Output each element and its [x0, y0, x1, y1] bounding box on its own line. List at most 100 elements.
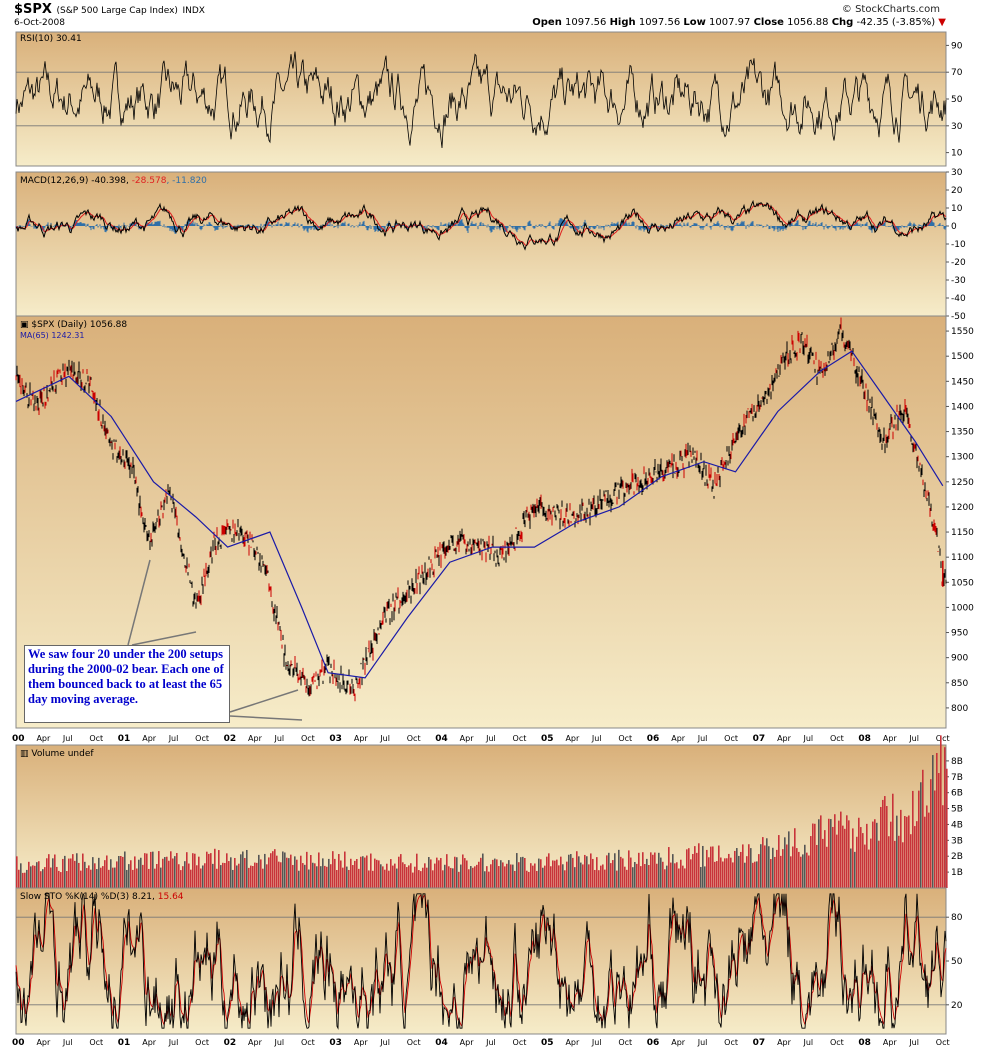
stochastic-title: Slow STO %K(14) %D(3) 8.21, 15.64: [20, 892, 184, 902]
volume-bar: [20, 863, 22, 888]
volume-bar: [312, 862, 314, 888]
volume-bar: [538, 858, 540, 888]
volume-bar: [278, 861, 280, 888]
volume-bar: [330, 864, 332, 888]
volume-bar: [856, 836, 858, 888]
macd-y-tick-label: 0: [951, 222, 957, 232]
volume-bar: [868, 849, 870, 888]
volume-bar: [446, 854, 448, 888]
exchange-label: INDX: [182, 6, 205, 16]
price-y-tick-label: 1050: [951, 578, 974, 588]
volume-bar: [68, 858, 70, 888]
volume-bar: [942, 805, 944, 888]
volume-bar: [136, 868, 138, 888]
volume-bar: [780, 855, 782, 888]
volume-bar: [642, 852, 644, 888]
volume-bar: [866, 823, 868, 888]
volume-bar: [784, 837, 786, 888]
volume-bar: [436, 857, 438, 888]
volume-bar: [222, 862, 224, 888]
volume-bar: [608, 852, 610, 888]
volume-bar: [164, 857, 166, 888]
volume-bar: [434, 863, 436, 888]
volume-tick-label: 8B: [951, 757, 963, 767]
volume-bar: [200, 868, 202, 888]
volume-bar: [122, 856, 124, 888]
volume-bar: [790, 856, 792, 888]
volume-bar: [820, 815, 822, 888]
volume-bar: [580, 862, 582, 888]
volume-bar: [618, 849, 620, 888]
volume-bar: [62, 858, 64, 888]
volume-bar: [808, 855, 810, 888]
price-y-tick-label: 1450: [951, 377, 974, 387]
volume-bar: [854, 851, 856, 888]
volume-bar: [290, 854, 292, 888]
volume-bar: [38, 861, 40, 888]
volume-bar: [406, 867, 408, 888]
x-axis-label: Apr: [671, 1038, 686, 1047]
volume-bar: [88, 865, 90, 888]
volume-bar: [454, 856, 456, 888]
rsi-panel: [15, 31, 947, 167]
volume-bar: [518, 862, 520, 888]
volume-bar: [728, 853, 730, 888]
volume-bar: [742, 844, 744, 888]
volume-bar: [768, 846, 770, 888]
volume-bar: [896, 815, 898, 888]
x-axis-label: Jul: [803, 1038, 814, 1047]
volume-bar: [800, 856, 802, 888]
volume-bar: [332, 851, 334, 888]
x-axis-label: Apr: [142, 1038, 157, 1047]
volume-bar: [530, 863, 532, 888]
volume-bar: [782, 849, 784, 888]
volume-bar: [72, 854, 74, 888]
volume-bar: [208, 853, 210, 888]
volume-bar: [374, 858, 376, 888]
volume-bar: [810, 836, 812, 888]
macd-line: [15, 199, 947, 251]
x-axis-label: Oct: [724, 734, 738, 743]
price-y-tick-label: 1500: [951, 352, 974, 362]
x-axis-label: 00: [12, 734, 25, 744]
volume-bar: [32, 865, 34, 888]
volume-bar: [158, 851, 160, 888]
volume-bar: [114, 867, 116, 888]
volume-bar: [98, 857, 100, 888]
volume-bar: [466, 860, 468, 888]
x-axis-label: 05: [541, 1038, 554, 1048]
symbol-description: (S&P 500 Large Cap Index): [56, 6, 178, 16]
volume-bar: [582, 864, 584, 888]
x-axis-label: 06: [647, 1038, 660, 1048]
volume-bar: [210, 853, 212, 888]
x-axis-label: Oct: [195, 1038, 209, 1047]
x-axis-label: Apr: [777, 1038, 792, 1047]
volume-bar: [724, 858, 726, 888]
annotation-pointer: [131, 631, 197, 646]
volume-bar: [22, 872, 24, 888]
volume-bar: [938, 773, 940, 888]
x-axis-label: Jul: [62, 734, 73, 743]
volume-bar: [774, 856, 776, 888]
volume-bar: [634, 861, 636, 888]
volume-bar: [246, 849, 248, 888]
x-axis-label: 08: [858, 1038, 871, 1048]
volume-bar: [468, 869, 470, 888]
price-y-tick-label: 1000: [951, 603, 974, 613]
volume-bar: [576, 851, 578, 888]
x-axis-label: Jul: [168, 734, 179, 743]
volume-bar: [256, 862, 258, 888]
volume-bar: [302, 863, 304, 888]
x-axis-label: 07: [753, 734, 766, 744]
volume-bar: [894, 840, 896, 888]
volume-bar: [544, 865, 546, 888]
volume-bar: [78, 862, 80, 888]
volume-bar: [732, 862, 734, 888]
x-axis-label: Oct: [724, 1038, 738, 1047]
volume-bar: [920, 782, 922, 888]
x-axis-label: Apr: [142, 734, 157, 743]
volume-bar: [570, 854, 572, 888]
volume-bar: [192, 853, 194, 888]
rsi-y-tick-label: 90: [951, 41, 963, 51]
volume-bar: [348, 869, 350, 888]
